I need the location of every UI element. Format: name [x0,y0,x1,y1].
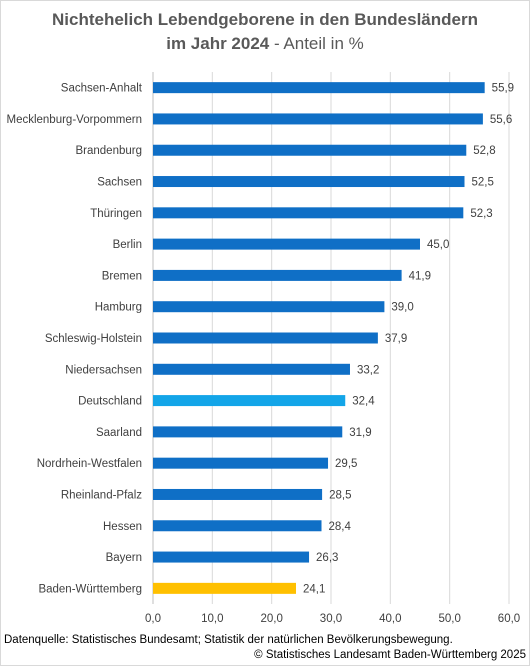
x-tick-label: 40,0 [379,613,401,625]
category-label: Baden-Württemberg [38,583,142,595]
data-label: 28,4 [329,521,352,533]
bar [153,551,310,563]
x-tick-label: 0,0 [145,613,161,625]
category-label: Schleswig-Holstein [45,333,142,345]
title-unit: - Anteil in % [269,34,364,53]
x-tick-label: 60,0 [498,613,520,625]
bar [153,520,322,532]
category-label: Hessen [103,521,142,533]
x-tick-label: 50,0 [438,613,460,625]
category-label: Thüringen [90,208,142,220]
bar [153,144,467,156]
bar [153,582,296,594]
data-label: 32,4 [352,396,375,408]
title-line-2: im Jahr 2024 - Anteil in % [0,32,530,56]
category-label: Bremen [102,270,142,282]
bar [153,301,385,313]
category-label: Sachsen-Anhalt [61,83,143,95]
title-year: im Jahr 2024 [166,34,270,53]
category-label: Mecklenburg-Vorpommern [6,114,142,126]
bar [153,269,402,281]
bar [153,363,350,375]
data-label: 24,1 [303,583,325,595]
bar [153,82,485,94]
category-label: Deutschland [78,396,142,408]
category-label: Nordrhein-Westfalen [37,458,142,470]
data-label: 52,8 [473,145,495,157]
category-label: Niedersachsen [65,364,142,376]
data-label: 28,5 [329,489,351,501]
bar [153,113,483,125]
bar [153,207,464,219]
copyright-note: © Statistisches Landesamt Baden-Württemb… [254,649,526,661]
category-label: Rheinland-Pfalz [61,489,142,501]
data-label: 55,6 [490,114,512,126]
bar [153,176,465,188]
chart-title: Nichtehelich Lebendgeborene in den Bunde… [0,8,530,56]
category-label: Bayern [106,552,142,564]
source-note: Datenquelle: Statistisches Bundesamt; St… [4,634,453,646]
data-label: 29,5 [335,458,357,470]
category-label: Berlin [113,239,142,251]
data-label: 26,3 [316,552,338,564]
data-label: 45,0 [427,239,449,251]
data-label: 52,3 [470,208,492,220]
data-label: 37,9 [385,333,407,345]
title-line-1: Nichtehelich Lebendgeborene in den Bunde… [51,10,478,29]
category-label: Sachsen [97,177,142,189]
x-tick-label: 10,0 [201,613,223,625]
bar [153,488,323,500]
category-label: Brandenburg [76,145,143,157]
bar [153,238,420,250]
data-label: 55,9 [492,83,514,95]
category-label: Saarland [96,427,142,439]
data-label: 39,0 [391,302,413,314]
data-label: 33,2 [357,364,379,376]
x-tick-label: 20,0 [260,613,282,625]
x-tick-label: 30,0 [320,613,342,625]
data-label: 41,9 [409,270,431,282]
bar [153,395,346,407]
data-label: 31,9 [349,427,371,439]
bar [153,426,343,438]
category-label: Hamburg [95,302,142,314]
bar [153,457,329,469]
bar [153,332,378,344]
data-label: 52,5 [472,177,494,189]
